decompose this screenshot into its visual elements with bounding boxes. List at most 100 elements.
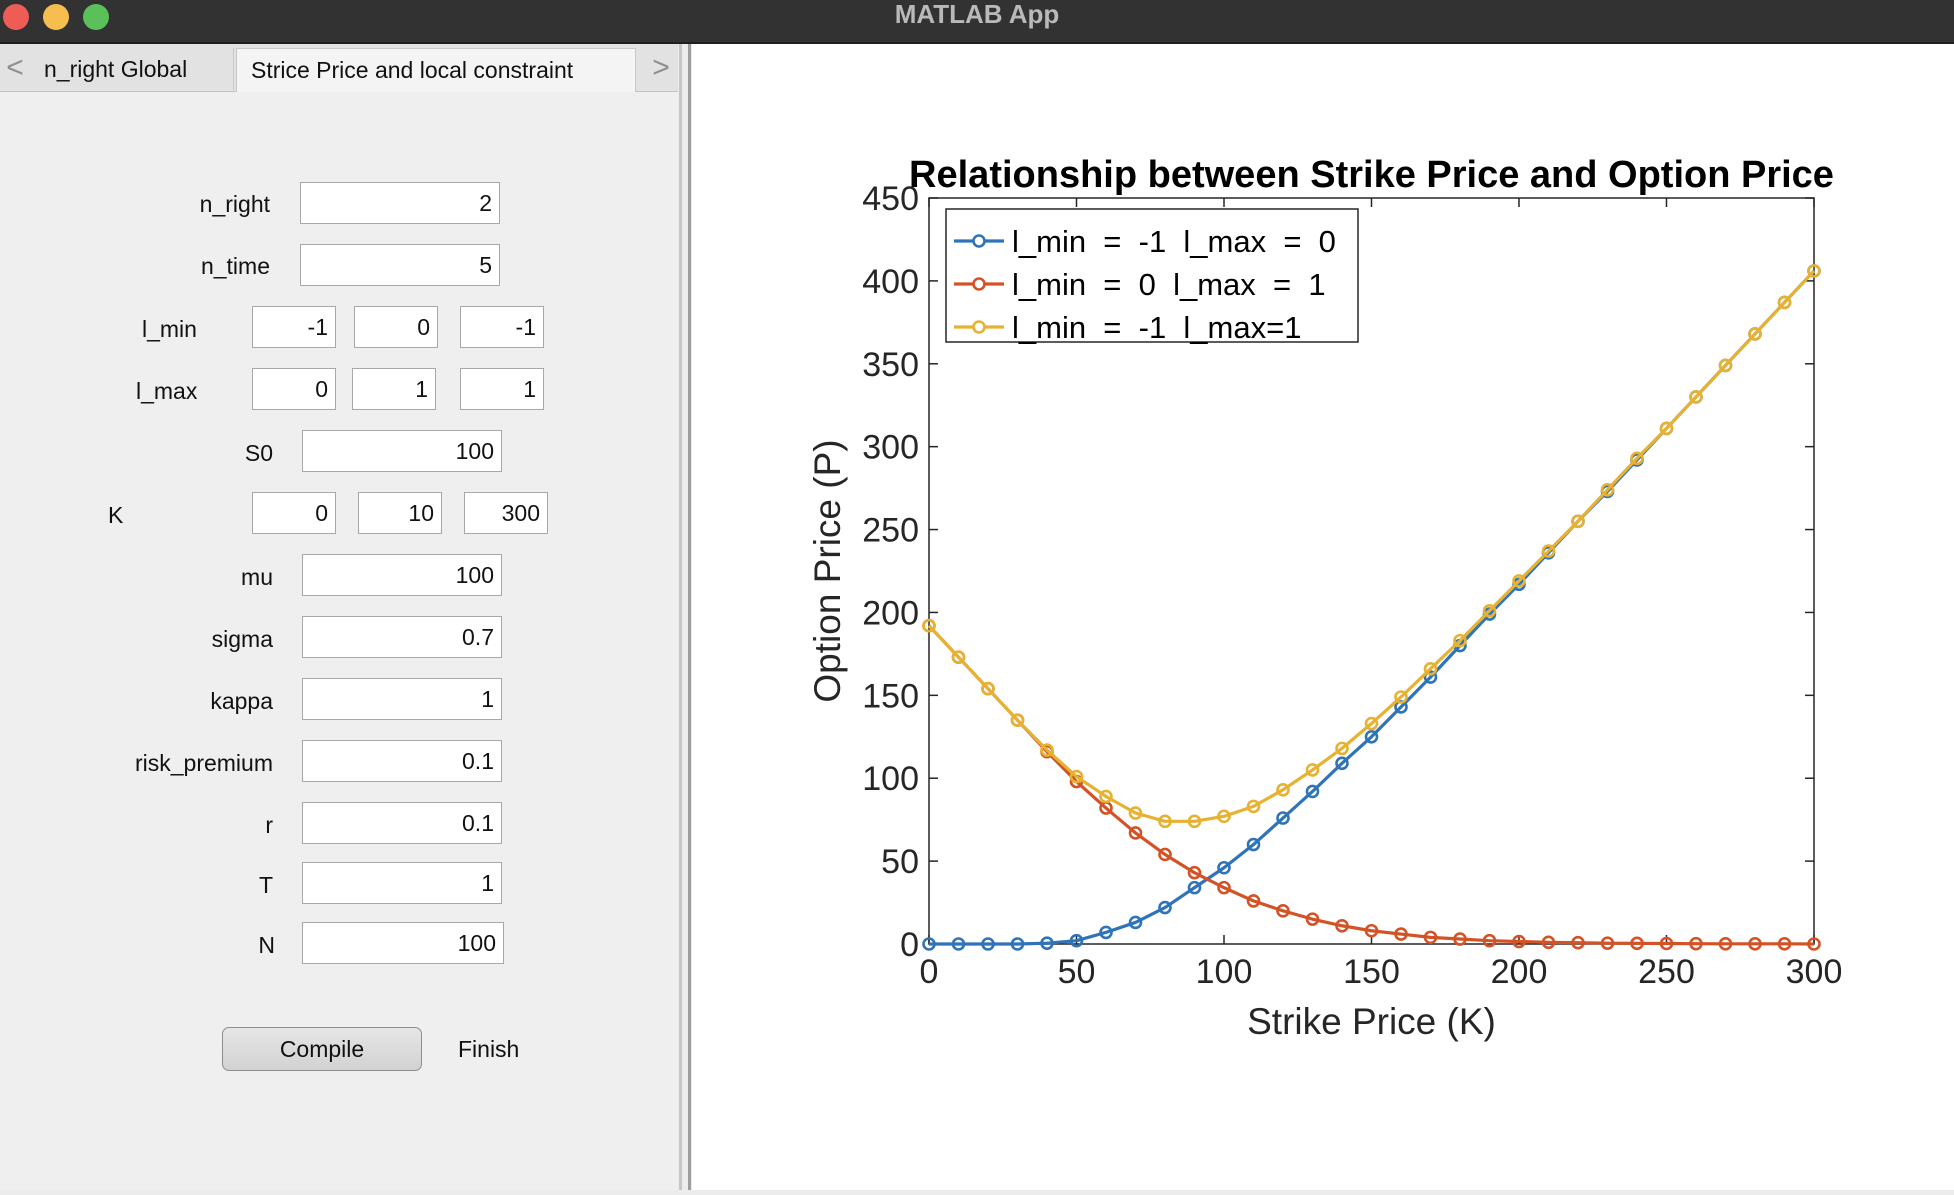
data-point [1305,763,1320,777]
data-point [1069,769,1084,784]
data-point [922,618,936,633]
parameters-panel: < n_right Global Strice Price and local … [0,44,678,1190]
data-point [1423,670,1438,684]
tab-strike-price-local-constraint[interactable]: Strice Price and local constraint [236,48,636,92]
legend-swatch-marker [972,320,986,334]
sigma-field[interactable]: 0.7 [302,616,502,658]
data-point [1246,837,1261,852]
legend-entry: l_min = -1 l_max=1 [1012,310,1301,345]
k-field-start[interactable]: 0 [252,492,336,534]
data-point [1158,814,1172,829]
data-point [1541,544,1556,558]
data-point [1217,880,1231,895]
data-point [1777,937,1792,951]
data-point [951,937,966,951]
chart-svg: 0 50 100 150 200 250 300 0 50 100 150 200 250 300 350 4… [807,154,1842,1042]
data-point [1807,937,1821,951]
y-tick-label: 300 [862,429,919,467]
data-point [1659,936,1674,951]
data-point [1777,295,1792,310]
risk-premium-label: risk_premium [134,750,273,776]
data-point [1423,662,1438,676]
y-tick-label: 50 [881,843,919,881]
data-point [1541,935,1556,950]
close-window-button[interactable] [3,4,29,30]
k-field-step[interactable]: 10 [358,492,442,534]
data-point [1453,932,1467,946]
x-tick-label: 50 [1058,953,1096,991]
window-title: MATLAB App [894,0,1060,29]
y-tick-label: 200 [862,594,919,632]
r-field[interactable]: 0.1 [302,802,502,844]
data-point [1571,935,1585,950]
data-point [1453,633,1467,648]
tab-n-right-global[interactable]: n_right Global [30,48,234,90]
plot-panel: 0 50 100 150 200 250 300 0 50 100 150 200 250 300 350 4… [692,44,1954,1190]
data-point [1482,603,1497,618]
data-point [1394,927,1408,941]
data-point [1276,904,1290,918]
l-max-label: l_max [136,378,198,404]
data-point [1305,912,1320,926]
tab-strip: < n_right Global Strice Price and local … [0,44,678,92]
data-point [1335,741,1349,756]
n-field[interactable]: 100 [302,922,504,964]
series-3 [922,264,1821,829]
data-point [1571,514,1585,529]
data-point [1630,451,1644,466]
kappa-field[interactable]: 1 [302,678,502,720]
data-point [1335,918,1349,933]
tab-scroll-right-icon[interactable]: > [652,51,670,84]
n-time-label: n_time [200,253,270,279]
data-point [1246,799,1261,814]
data-point [1158,900,1172,915]
sigma-label: sigma [211,626,273,652]
y-tick-label: 250 [862,512,919,550]
data-point [1187,814,1202,829]
compile-button[interactable]: Compile [222,1027,422,1071]
data-point [981,681,995,696]
risk-premium-field[interactable]: 0.1 [302,740,502,782]
s0-field[interactable]: 100 [302,430,502,472]
data-point [1276,783,1290,797]
data-point [1276,811,1290,825]
data-point [922,937,936,951]
data-point [1630,936,1644,951]
splitter-edge-left [679,44,682,1190]
y-tick-label: 350 [862,346,919,384]
chart-title: Relationship between Strike Price and Op… [909,154,1834,196]
tab-scroll-left-icon[interactable]: < [6,51,24,84]
k-label: K [108,502,124,528]
maximize-window-button[interactable] [83,4,109,30]
mu-field[interactable]: 100 [302,554,502,596]
l-min-field-3[interactable]: -1 [460,306,544,348]
l-max-field-2[interactable]: 1 [352,368,436,410]
y-tick-label: 100 [862,760,919,798]
data-point [1128,806,1143,820]
data-point [1718,358,1733,373]
k-field-end[interactable]: 300 [464,492,548,534]
l-min-field-2[interactable]: 0 [354,306,438,348]
data-point [1807,264,1821,278]
l-min-field-1[interactable]: -1 [252,306,336,348]
minimize-window-button[interactable] [43,4,69,30]
t-field[interactable]: 1 [302,862,502,904]
l-max-field-3[interactable]: 1 [460,368,544,410]
r-label: r [265,812,273,838]
data-point [1010,937,1025,951]
data-point [1187,880,1202,895]
data-point [951,650,966,665]
data-point [1217,860,1231,875]
data-point [1069,933,1084,948]
data-point [1010,713,1025,728]
y-tick-label: 0 [900,926,919,964]
legend-box [945,208,1359,343]
data-point [1099,789,1113,804]
x-tick-label: 100 [1196,953,1253,991]
n-time-field[interactable]: 5 [300,244,500,286]
splitter-edge-right [688,44,691,1190]
l-max-field-1[interactable]: 0 [252,368,336,410]
status-label: Finish [458,1036,520,1062]
data-point [1512,934,1526,949]
n-right-field[interactable]: 2 [300,182,500,224]
